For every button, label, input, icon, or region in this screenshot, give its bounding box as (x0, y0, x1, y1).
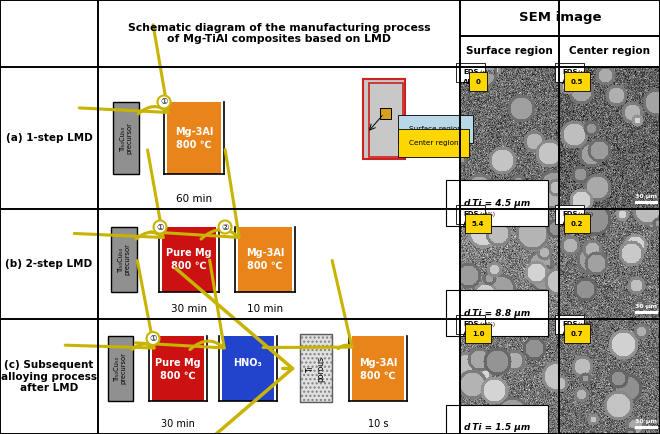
Text: SEM image: SEM image (519, 11, 601, 24)
Text: 800 ℃: 800 ℃ (171, 261, 207, 271)
Bar (222, 336, 274, 401)
FancyArrowPatch shape (65, 261, 154, 350)
Text: Mg-3Al: Mg-3Al (175, 127, 213, 137)
FancyArrowPatch shape (75, 150, 163, 239)
Text: Ti₅₀Cu₅₀
precursor: Ti₅₀Cu₅₀ precursor (117, 243, 131, 275)
Text: 0.2: 0.2 (571, 220, 583, 227)
Text: (wt%): (wt%) (479, 212, 495, 217)
Text: 30 min: 30 min (171, 304, 207, 314)
Bar (152, 336, 204, 401)
Text: 30 μm: 30 μm (635, 419, 657, 424)
Text: ①: ① (149, 334, 157, 343)
Text: 0.7: 0.7 (571, 331, 583, 336)
Bar (162, 227, 216, 292)
Text: ①: ① (160, 98, 168, 106)
FancyArrowPatch shape (263, 260, 352, 349)
Circle shape (147, 332, 160, 345)
Text: Ti₅₀Cu₅₀
precursor: Ti₅₀Cu₅₀ precursor (119, 122, 133, 154)
Text: Surface region: Surface region (466, 46, 553, 56)
Text: EDS: EDS (562, 211, 578, 217)
Text: d Ti = 1.5 μm: d Ti = 1.5 μm (464, 424, 530, 433)
Text: Al: Al (463, 331, 471, 336)
FancyArrowPatch shape (79, 25, 168, 114)
Circle shape (218, 220, 232, 233)
Text: Pure Mg: Pure Mg (155, 358, 201, 368)
Text: 800 ℃: 800 ℃ (248, 261, 282, 271)
Text: Ti₅₀Cu₅₀
precursor: Ti₅₀Cu₅₀ precursor (114, 352, 127, 385)
Text: Ti
porous: Ti porous (306, 355, 325, 381)
Text: Schematic diagram of the manufacturing process
of Mg-TiAl composites based on LM: Schematic diagram of the manufacturing p… (127, 23, 430, 44)
Text: 30 μm: 30 μm (635, 304, 657, 309)
Bar (111, 227, 137, 292)
Text: (wt%): (wt%) (578, 212, 594, 217)
Text: Center region: Center region (409, 140, 459, 146)
Text: 10 min: 10 min (247, 304, 283, 314)
Text: (c) Subsequent
alloying process
after LMD: (c) Subsequent alloying process after LM… (1, 360, 97, 393)
Text: Al: Al (463, 79, 471, 85)
Text: 800 ℃: 800 ℃ (160, 371, 196, 381)
FancyArrowPatch shape (150, 150, 239, 239)
Text: Center region: Center region (569, 46, 650, 56)
Text: (wt%): (wt%) (578, 322, 594, 327)
Text: (a) 1-step LMD: (a) 1-step LMD (6, 133, 92, 143)
Text: (wt%): (wt%) (479, 70, 495, 75)
Text: ②: ② (221, 223, 229, 231)
Bar (113, 102, 139, 174)
Text: (wt%): (wt%) (578, 70, 594, 75)
FancyArrowPatch shape (135, 260, 224, 350)
Text: (b) 2-step LMD: (b) 2-step LMD (5, 259, 92, 269)
Bar (363, 79, 405, 159)
Text: Mg-3Al: Mg-3Al (359, 358, 397, 368)
Bar (238, 227, 292, 292)
Bar (369, 83, 403, 157)
Text: d Ti = 4.5 μm: d Ti = 4.5 μm (464, 198, 530, 207)
Text: 5.4: 5.4 (472, 220, 484, 227)
Text: ①: ① (156, 223, 164, 231)
Circle shape (158, 95, 170, 108)
Bar (380, 108, 391, 119)
Bar (300, 333, 332, 401)
Bar (167, 102, 221, 174)
Text: 30 min: 30 min (161, 419, 195, 429)
Text: 60 min: 60 min (176, 194, 212, 204)
Text: EDS: EDS (562, 69, 578, 76)
Bar (108, 336, 133, 401)
Text: 30 μm: 30 μm (635, 194, 657, 199)
Bar (352, 336, 404, 401)
Text: d Ti = 8.8 μm: d Ti = 8.8 μm (464, 309, 530, 318)
Text: (wt%): (wt%) (479, 322, 495, 327)
FancyArrowPatch shape (176, 269, 292, 434)
Text: Al: Al (562, 79, 570, 85)
Text: Pure Mg: Pure Mg (166, 248, 212, 258)
Text: 0.5: 0.5 (571, 79, 583, 85)
Text: 1.0: 1.0 (472, 331, 484, 336)
Text: EDS: EDS (562, 322, 578, 328)
Text: EDS: EDS (463, 322, 478, 328)
Text: EDS: EDS (463, 211, 478, 217)
Text: Al: Al (562, 331, 570, 336)
Text: Mg-3Al: Mg-3Al (246, 248, 284, 258)
Text: 0: 0 (476, 79, 480, 85)
Text: 10 s: 10 s (368, 419, 388, 429)
Text: 800 ℃: 800 ℃ (360, 371, 396, 381)
Circle shape (154, 220, 166, 233)
Text: Surface region: Surface region (409, 126, 462, 132)
Text: 800 ℃: 800 ℃ (176, 140, 212, 150)
Text: Al: Al (562, 220, 570, 227)
Text: Al: Al (463, 220, 471, 227)
Text: HNO₃: HNO₃ (234, 358, 263, 368)
Text: EDS: EDS (463, 69, 478, 76)
Bar (300, 333, 332, 401)
